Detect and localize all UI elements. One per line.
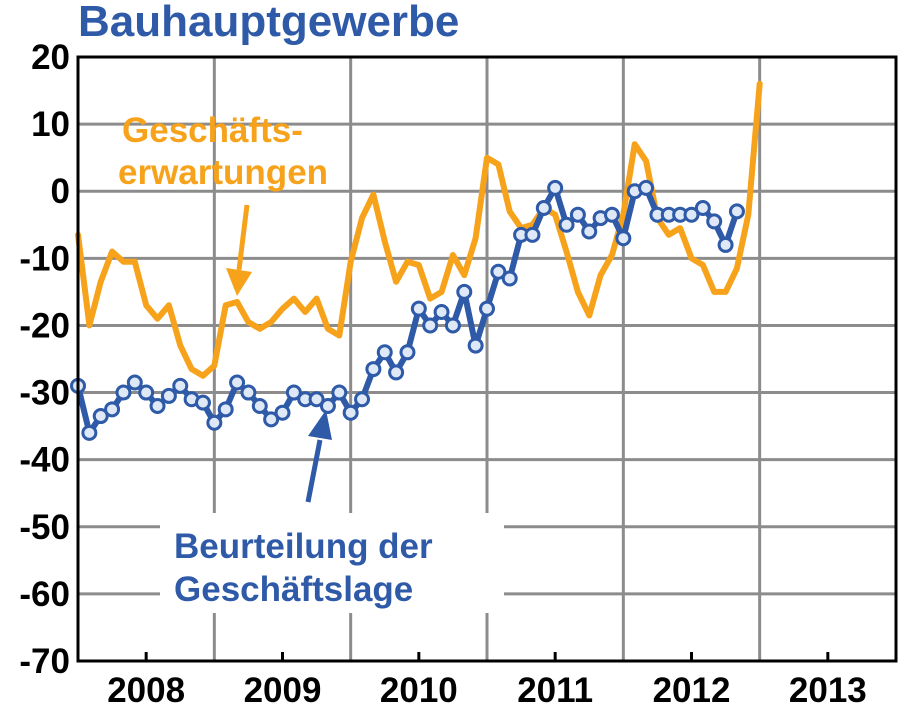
- annotation-arrow-shaft: [305, 439, 323, 503]
- data-point: [342, 404, 359, 421]
- data-point: [240, 384, 257, 401]
- y-tick-label: -40: [19, 441, 70, 480]
- data-point: [706, 213, 723, 230]
- x-tick-label: 2013: [789, 671, 867, 706]
- y-tick-label: -50: [19, 508, 70, 547]
- data-point: [479, 300, 495, 317]
- data-point: [456, 283, 473, 300]
- annotations: Geschäfts-erwartungen Beurteilung der Gesc…: [118, 111, 504, 613]
- data-point: [376, 344, 393, 361]
- data-point: [206, 414, 223, 431]
- data-point: [251, 397, 268, 414]
- data-point: [115, 384, 132, 401]
- chart-title: Bauhauptgewerbe: [78, 0, 459, 46]
- series-layer: [70, 80, 763, 441]
- series-1: [75, 80, 763, 379]
- y-tick-label: -30: [19, 374, 70, 413]
- data-point: [274, 404, 291, 421]
- data-point: [490, 263, 507, 280]
- annotation-label-line: Geschäfts-: [122, 111, 303, 150]
- data-point: [410, 300, 427, 317]
- data-point: [558, 216, 575, 233]
- data-point: [365, 361, 382, 378]
- data-point: [138, 384, 155, 401]
- data-point: [638, 179, 655, 196]
- annotation-arrow-shaft: [236, 204, 250, 271]
- data-point: [160, 387, 177, 404]
- data-point: [467, 337, 484, 354]
- data-point: [149, 397, 166, 414]
- y-axis-ticks: 20 10 0 -10 -20 -30 -40 -50 -60 -70: [19, 38, 70, 681]
- data-point: [308, 391, 325, 408]
- y-tick-label: -70: [19, 642, 70, 681]
- data-point: [444, 317, 461, 334]
- data-point: [603, 206, 620, 223]
- y-tick-label: 20: [31, 38, 70, 77]
- series-2: [70, 179, 745, 441]
- data-point: [422, 317, 439, 334]
- plot-area-frame: [76, 55, 898, 663]
- annotation-label-line: Beurteilung der: [174, 527, 433, 566]
- data-point: [126, 374, 143, 391]
- data-point: [717, 236, 734, 253]
- y-tick-label: 10: [31, 105, 70, 144]
- y-tick-label: -10: [19, 239, 70, 278]
- data-point: [194, 394, 211, 411]
- data-point: [581, 223, 598, 240]
- data-point: [217, 401, 234, 418]
- data-point: [524, 226, 541, 243]
- x-tick-label: 2012: [653, 671, 731, 706]
- data-point: [229, 374, 246, 391]
- data-point: [388, 364, 405, 381]
- x-tick-label: 2009: [244, 671, 322, 706]
- data-point: [501, 270, 518, 287]
- data-point: [172, 377, 189, 394]
- data-point: [354, 391, 371, 408]
- data-point: [683, 206, 700, 223]
- y-tick-label: 0: [51, 172, 70, 211]
- x-axis-ticks: 2008 2009 2010 2011 2012 2013: [107, 652, 867, 706]
- data-point: [728, 203, 745, 220]
- x-tick-label: 2008: [107, 671, 185, 706]
- data-point: [694, 200, 711, 216]
- data-point: [104, 401, 121, 418]
- x-tick-label: 2011: [517, 671, 593, 706]
- data-point: [319, 397, 336, 414]
- data-point: [615, 230, 632, 247]
- annotation-label-line: erwartungen: [118, 153, 328, 192]
- data-point: [331, 384, 348, 401]
- data-point: [547, 179, 564, 196]
- y-tick-label: -20: [19, 306, 70, 345]
- y-tick-label: -60: [19, 575, 70, 614]
- data-point: [92, 408, 109, 425]
- data-point: [285, 384, 302, 401]
- data-point: [263, 411, 280, 428]
- data-point: [433, 304, 450, 321]
- x-tick-label: 2010: [380, 671, 458, 706]
- annotation-label-line: Geschäftslage: [174, 570, 413, 609]
- annotation-arrow-head: [308, 410, 332, 440]
- data-point: [399, 344, 416, 361]
- annotation-arrow-head: [226, 268, 252, 296]
- series-line: [75, 80, 763, 379]
- annotation-label-background: [160, 513, 504, 613]
- data-point: [569, 206, 586, 223]
- data-point: [535, 200, 552, 216]
- data-point: [81, 424, 98, 441]
